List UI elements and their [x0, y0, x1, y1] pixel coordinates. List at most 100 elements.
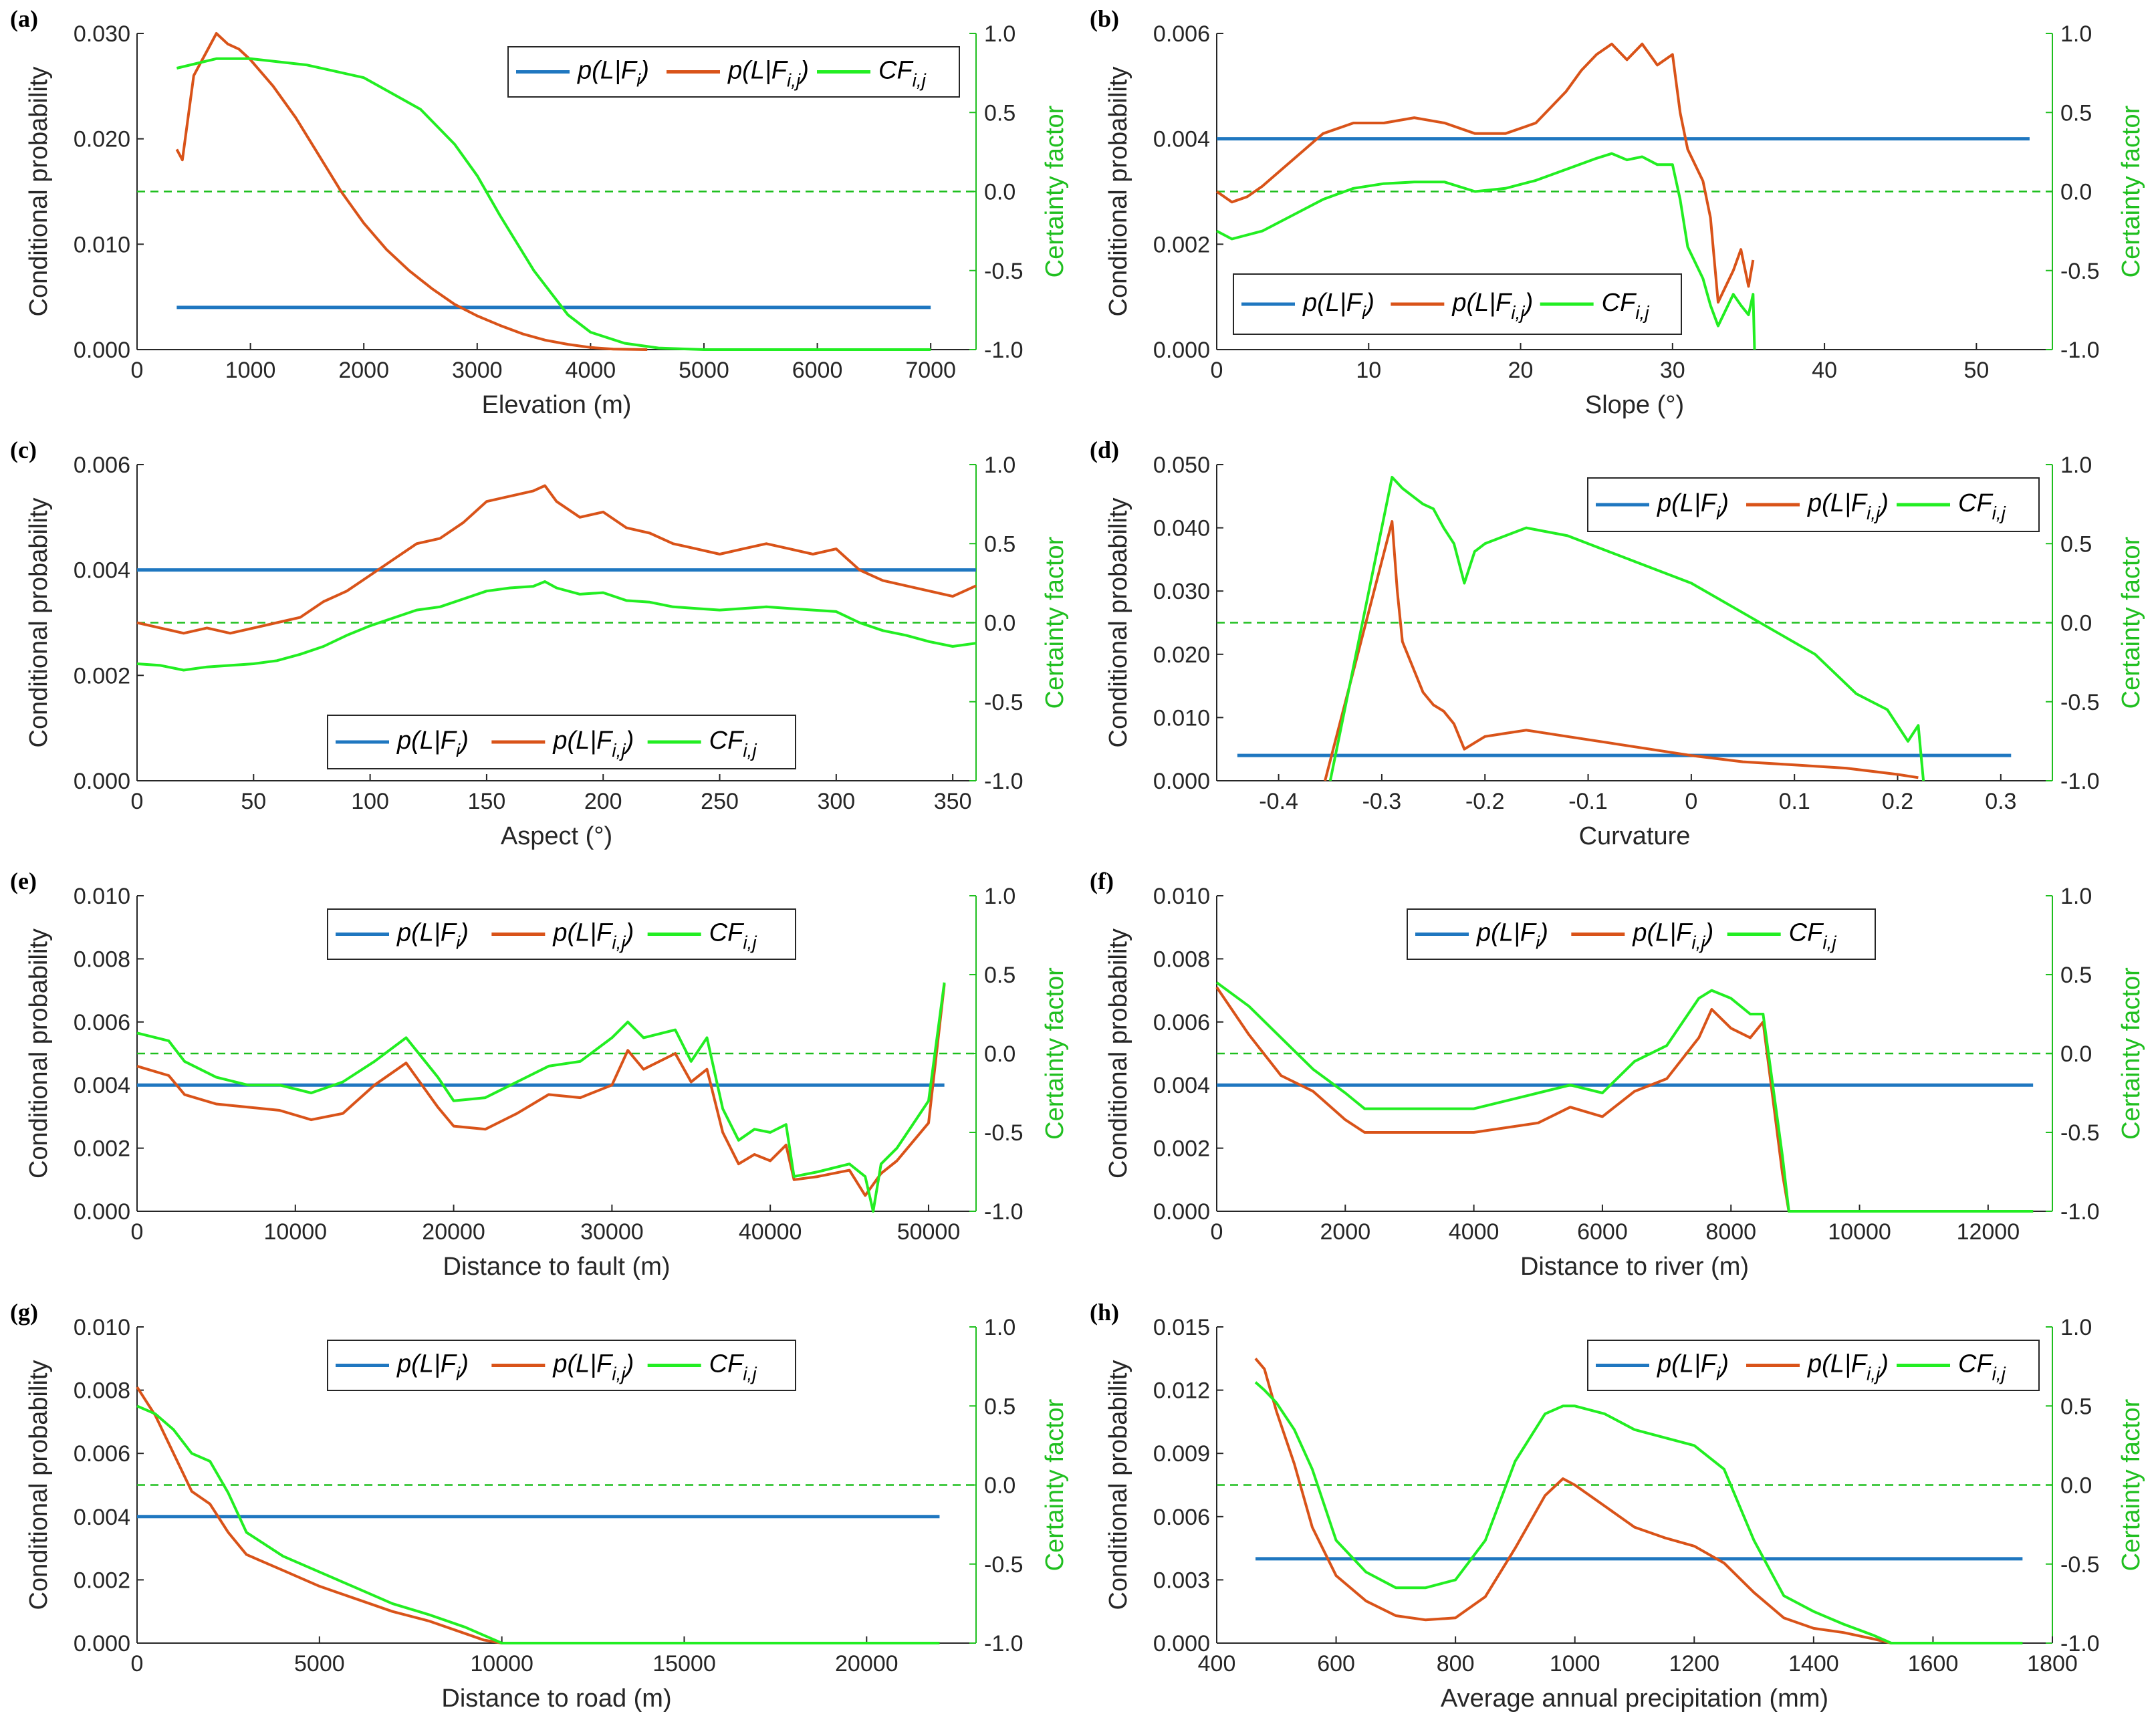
legend-CF-label: CFi,j: [709, 727, 757, 761]
y-tick-label: 0.003: [1153, 1568, 1210, 1593]
y2-tick-label: 0.0: [984, 611, 1015, 636]
y-tick-label: 0.006: [1153, 1505, 1210, 1530]
legend-box: [327, 908, 796, 960]
x-tick-label: 0: [131, 789, 144, 814]
legend: p(L|Fi) p(L|Fi,j) CFi,j: [507, 46, 960, 98]
y2-tick-label: 0.5: [2060, 1394, 2092, 1419]
series-pFij-line: [1215, 42, 1755, 304]
x-tick-label: 10000: [264, 1219, 328, 1245]
x-tick-label: 5000: [294, 1651, 345, 1677]
legend-box: [1587, 1340, 2040, 1391]
y-tick-label: 0.010: [1153, 705, 1210, 731]
x-tick-label: 0.1: [1779, 789, 1810, 814]
x-tick-label: 3000: [452, 358, 503, 383]
y-tick-label: 0.009: [1153, 1441, 1210, 1467]
x-axis-label: Distance to river (m): [1520, 1253, 1749, 1281]
x-tick-label: 300: [817, 789, 855, 814]
y2-axis-label: Certainty factor: [2117, 536, 2145, 709]
x-tick-label: 150: [468, 789, 506, 814]
y2-tick-label: 0.0: [2060, 1473, 2092, 1499]
y2-tick-label: 0.5: [2060, 963, 2092, 988]
y2-tick-label: -0.5: [2060, 690, 2100, 715]
y2-axis-label: Certainty factor: [1041, 967, 1069, 1140]
y2-axis-label: Certainty factor: [2117, 1398, 2145, 1571]
x-tick-label: 10000: [1828, 1219, 1891, 1245]
y2-tick-label: 1.0: [984, 21, 1015, 47]
x-tick-label: 6000: [1577, 1219, 1628, 1245]
legend-box: [1587, 477, 2040, 532]
legend-pF-label: p(L|Fi): [577, 57, 649, 91]
y2-tick-label: 1.0: [984, 884, 1015, 909]
legend-pF-label: p(L|Fi): [396, 727, 469, 761]
y2-tick-label: -1.0: [2060, 1631, 2100, 1656]
panel-d: -0.4 -0.3 -0.2 -0.1 0 0.1 0.2 0.3 0.000 0.010 0.02…: [1090, 437, 2145, 850]
legend-CF-label: CFi,j: [709, 919, 757, 953]
x-tick-label: 6000: [792, 358, 843, 383]
y2-tick-label: 1.0: [984, 453, 1015, 478]
series-CF-line: [1328, 475, 1925, 781]
x-axis-label: Slope (°): [1585, 391, 1684, 419]
x-tick-label: 1200: [1669, 1651, 1719, 1677]
y2-tick-label: -1.0: [984, 1631, 1024, 1656]
y2-tick-label: -1.0: [984, 338, 1024, 363]
y-tick-label: 0.010: [74, 232, 130, 257]
x-tick-label: 400: [1198, 1651, 1236, 1677]
y-tick-label: 0.004: [1153, 127, 1210, 152]
y-tick-label: 0.010: [74, 884, 130, 909]
y-tick-label: 0.002: [74, 1136, 130, 1162]
y-tick-label: 0.006: [74, 1441, 130, 1467]
y2-tick-label: 0.5: [984, 1394, 1015, 1419]
y-tick-label: 0.030: [74, 21, 130, 47]
y-tick-label: 0.004: [74, 1073, 130, 1098]
x-tick-label: 12000: [1957, 1219, 2020, 1245]
y-tick-label: 0.030: [1153, 579, 1210, 604]
y2-tick-label: 0.0: [2060, 180, 2092, 205]
x-tick-label: 250: [701, 789, 739, 814]
x-axis-label: Elevation (m): [482, 391, 632, 419]
y2-tick-label: 1.0: [2060, 453, 2092, 478]
legend: p(L|Fi) p(L|Fi,j) CFi,j: [327, 1340, 796, 1391]
x-tick-label: 30: [1660, 358, 1685, 383]
x-tick-label: 1000: [1550, 1651, 1600, 1677]
series-pFij-line: [1254, 1358, 1892, 1644]
y-tick-label: 0.004: [74, 558, 130, 584]
series-CF-line: [1254, 1381, 2023, 1644]
x-tick-label: 1000: [225, 358, 276, 383]
panel-b: 0 10 20 30 40 50 0.000 0.002 0.004 0.006 -1.0 -0.5 0…: [1090, 5, 2145, 419]
legend-CF-label: CFi,j: [1958, 1350, 2006, 1384]
y-tick-label: 0.000: [74, 1199, 130, 1225]
y-tick-label: 0.040: [1153, 516, 1210, 541]
y-axis-label: Conditional probability: [25, 67, 53, 317]
legend: p(L|Fi) p(L|Fi,j) CFi,j: [1407, 908, 1876, 960]
y-tick-label: 0.010: [74, 1315, 130, 1340]
panel-letter: (f): [1090, 868, 1114, 894]
x-tick-label: -0.2: [1465, 789, 1505, 814]
y-axis-label: Conditional probability: [1104, 929, 1132, 1179]
y2-tick-label: -1.0: [984, 1199, 1024, 1225]
legend-box: [1407, 908, 1876, 960]
legend-pF-label: p(L|Fi): [1657, 1350, 1729, 1384]
y-tick-label: 0.012: [1153, 1378, 1210, 1404]
panel-a: 0 1000 2000 3000 4000 5000 6000 7000 0.000 0.010 0…: [10, 5, 1069, 419]
legend-pF-label: p(L|Fi): [1657, 489, 1729, 523]
y-axis-label: Conditional probability: [25, 1360, 53, 1610]
y-tick-label: 0.000: [1153, 1631, 1210, 1656]
legend: p(L|Fi) p(L|Fi,j) CFi,j: [1233, 273, 1682, 335]
legend-pFij-label: p(L|Fi,j): [1807, 489, 1889, 523]
y-tick-label: 0.008: [1153, 947, 1210, 972]
series-CF-line: [176, 57, 931, 351]
x-tick-label: 100: [351, 789, 389, 814]
y2-tick-label: -1.0: [2060, 338, 2100, 363]
y2-tick-label: 0.5: [984, 100, 1015, 126]
y-tick-label: 0.002: [1153, 232, 1210, 257]
series-pFij-line: [1324, 520, 1919, 781]
legend-pFij-label: p(L|Fi,j): [1451, 289, 1533, 323]
series-pFij-line: [136, 1386, 940, 1644]
panel-h: 400 600 800 1000 1200 1400 1600 1800 0.000 0.003 0…: [1090, 1299, 2145, 1713]
panel-e: 0 10000 20000 30000 40000 500000.0000.0020.00…: [10, 868, 1069, 1281]
y-tick-label: 0.000: [1153, 1199, 1210, 1225]
legend-CF-label: CFi,j: [1602, 289, 1650, 323]
y2-tick-label: 0.5: [984, 963, 1015, 988]
y-axis-label: Conditional probability: [25, 498, 53, 748]
